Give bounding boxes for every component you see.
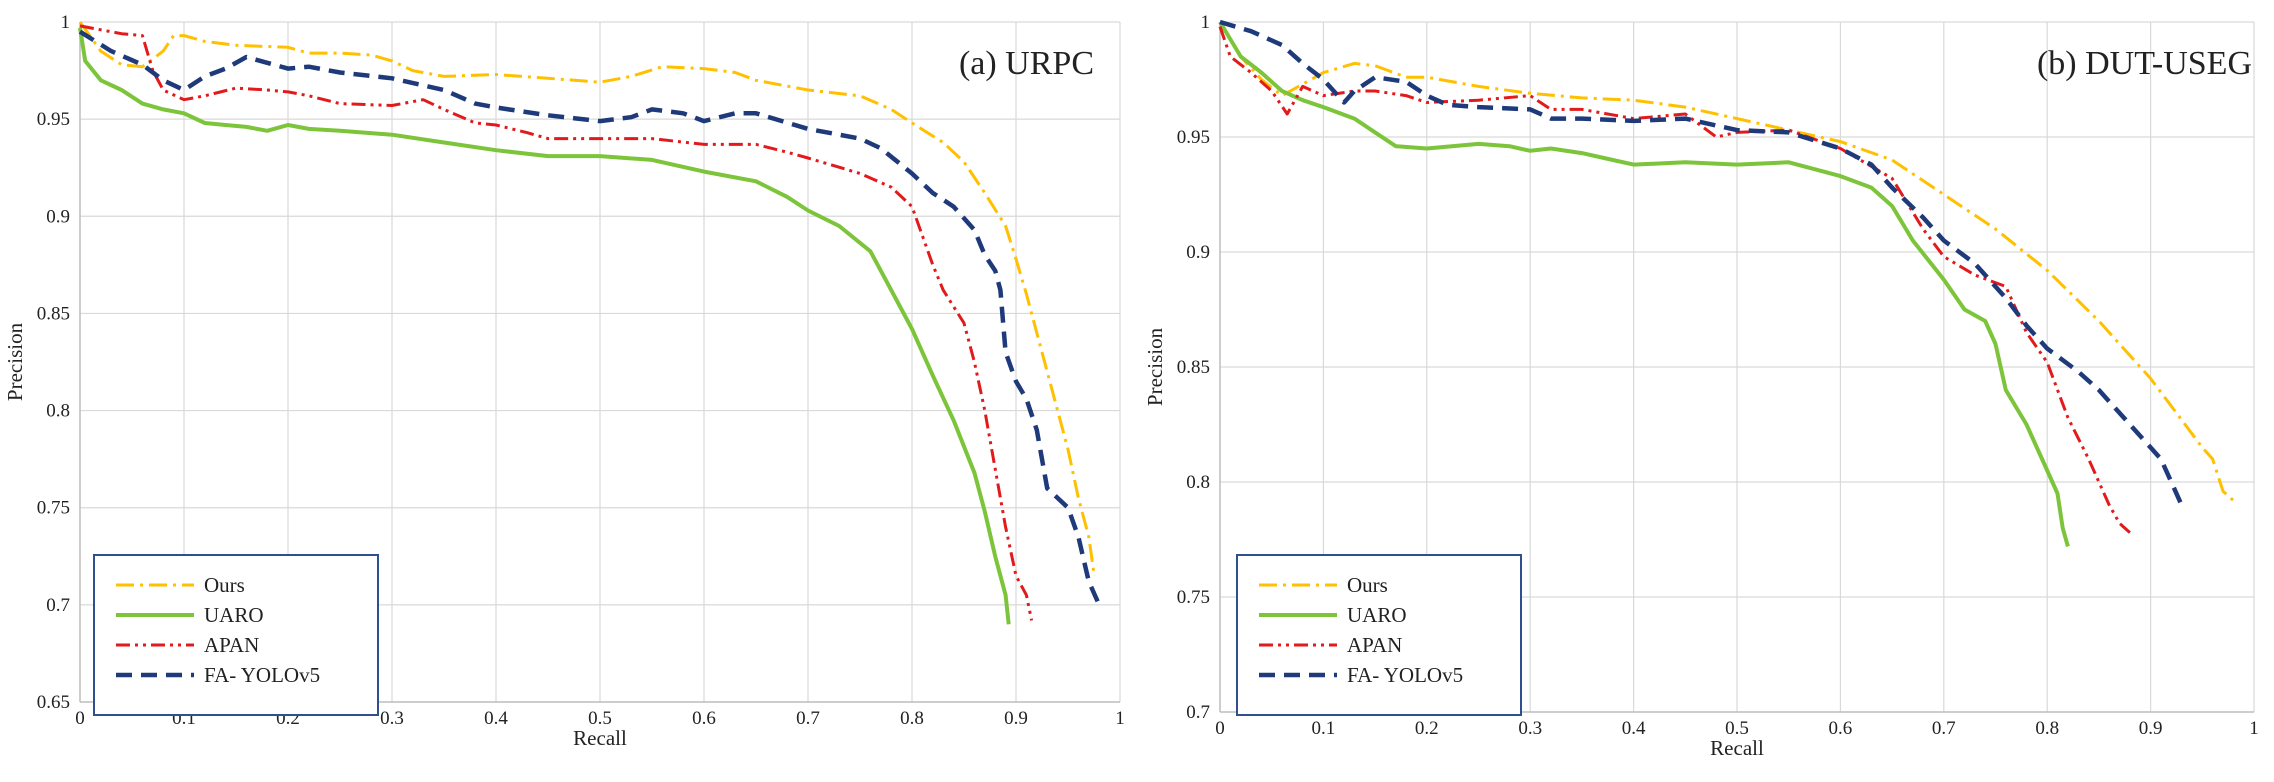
x-tick-label: 0.7 (1932, 718, 1956, 739)
x-tick-label: 0.3 (1518, 718, 1542, 739)
x-tick-label: 0.7 (796, 708, 820, 729)
chart-title: (a) URPC (959, 45, 1094, 82)
x-axis-label: Recall (1710, 736, 1764, 760)
series-line-ours (1218, 21, 2235, 502)
legend-label: UARO (204, 603, 264, 627)
x-tick-label: 1 (2249, 718, 2259, 739)
x-tick-label: 0.6 (1829, 718, 1853, 739)
x-tick-label: 0.9 (2139, 718, 2163, 739)
x-tick-label: 0.6 (692, 708, 716, 729)
legend-item: UARO (1259, 603, 1407, 627)
legend-item: APAN (116, 633, 259, 657)
y-tick-label: 0.9 (46, 206, 70, 227)
legend-box (93, 554, 379, 716)
x-tick-label: 0.4 (484, 708, 508, 729)
legend: Ours UARO APAN FA- YOLOv5 (93, 554, 379, 716)
legend-label: FA- YOLOv5 (1347, 663, 1463, 687)
y-tick-label: 0.75 (1177, 587, 1210, 608)
y-tick-label: 0.85 (1177, 357, 1210, 378)
legend-item: FA- YOLOv5 (116, 663, 320, 687)
series-line-fa-yolov5 (1219, 19, 2184, 506)
x-tick-label: 0.1 (1312, 718, 1336, 739)
y-tick-label: 0.7 (1186, 702, 1210, 723)
x-tick-label: 0.4 (1622, 718, 1646, 739)
legend-label: APAN (1347, 633, 1402, 657)
series-line-fa-yolov5 (78, 29, 1102, 606)
y-tick-label: 0.8 (46, 401, 70, 422)
x-tick-label: 0.5 (588, 708, 612, 729)
legend-label: Ours (1347, 573, 1388, 597)
y-tick-label: 1 (1201, 12, 1211, 33)
x-tick-label: 0.8 (900, 708, 924, 729)
legend-label: FA- YOLOv5 (204, 663, 320, 687)
y-tick-label: 0.8 (1186, 472, 1210, 493)
x-tick-label: 0.5 (1725, 718, 1749, 739)
x-tick-label: 0.3 (380, 708, 404, 729)
legend-item: Ours (116, 573, 245, 597)
legend: Ours UARO APAN FA- YOLOv5 (1236, 554, 1522, 716)
y-tick-label: 0.85 (37, 303, 70, 324)
y-axis-label: Precision (1143, 327, 1167, 406)
x-axis-label: Recall (573, 726, 627, 750)
y-tick-label: 0.75 (37, 498, 70, 519)
x-tick-label: 0 (75, 708, 85, 729)
x-tick-label: 0.8 (2035, 718, 2059, 739)
series-line-uaro (1218, 20, 2070, 547)
y-tick-label: 0.95 (1177, 127, 1210, 148)
y-tick-label: 0.9 (1186, 242, 1210, 263)
panel-dut-useg: 0.7 0.75 0.8 0.85 0.9 0.95 1 0 0.1 0.2 0.3 0.4 0.5 0.… (1143, 12, 2259, 760)
legend-label: Ours (204, 573, 245, 597)
series-line-apan (79, 24, 1034, 621)
x-tick-label: 0 (1215, 718, 1225, 739)
legend-item: FA- YOLOv5 (1259, 663, 1463, 687)
chart-title: (b) DUT-USEG (2037, 45, 2252, 82)
y-tick-label: 0.95 (37, 109, 70, 130)
legend-item: APAN (1259, 633, 1402, 657)
x-tick-label: 1 (1115, 708, 1125, 729)
legend-label: UARO (1347, 603, 1407, 627)
x-tick-label: 0.2 (1415, 718, 1439, 739)
legend-label: APAN (204, 633, 259, 657)
y-tick-label: 0.7 (46, 595, 70, 616)
legend-item: UARO (116, 603, 264, 627)
series-line-apan (1218, 26, 2131, 534)
y-tick-label: 0.65 (37, 692, 70, 713)
x-tick-label: 0.9 (1004, 708, 1028, 729)
series-line-uaro (78, 27, 1011, 625)
y-axis-label: Precision (3, 322, 27, 401)
legend-box (1236, 554, 1522, 716)
y-tick-label: 1 (61, 12, 71, 33)
legend-item: Ours (1259, 573, 1388, 597)
